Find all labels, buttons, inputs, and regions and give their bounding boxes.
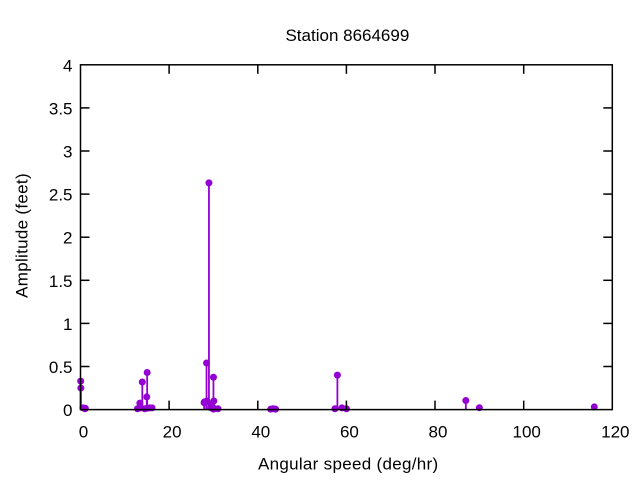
svg-text:3: 3 bbox=[63, 143, 72, 162]
svg-text:3.5: 3.5 bbox=[49, 99, 73, 118]
svg-text:4: 4 bbox=[63, 56, 72, 75]
svg-text:2: 2 bbox=[63, 229, 72, 248]
svg-text:Station 8664699: Station 8664699 bbox=[285, 26, 409, 45]
svg-text:80: 80 bbox=[429, 422, 448, 441]
svg-text:1: 1 bbox=[63, 315, 72, 334]
svg-text:1.5: 1.5 bbox=[49, 272, 73, 291]
svg-text:120: 120 bbox=[601, 422, 629, 441]
svg-text:0: 0 bbox=[79, 422, 88, 441]
svg-text:2.5: 2.5 bbox=[49, 186, 73, 205]
svg-text:40: 40 bbox=[251, 422, 270, 441]
svg-text:Amplitude (feet): Amplitude (feet) bbox=[13, 173, 32, 298]
svg-text:20: 20 bbox=[163, 422, 182, 441]
svg-text:60: 60 bbox=[340, 422, 359, 441]
svg-text:100: 100 bbox=[513, 422, 541, 441]
svg-text:0.5: 0.5 bbox=[49, 358, 73, 377]
svg-text:Angular speed (deg/hr): Angular speed (deg/hr) bbox=[258, 454, 439, 473]
svg-text:0: 0 bbox=[63, 401, 72, 420]
